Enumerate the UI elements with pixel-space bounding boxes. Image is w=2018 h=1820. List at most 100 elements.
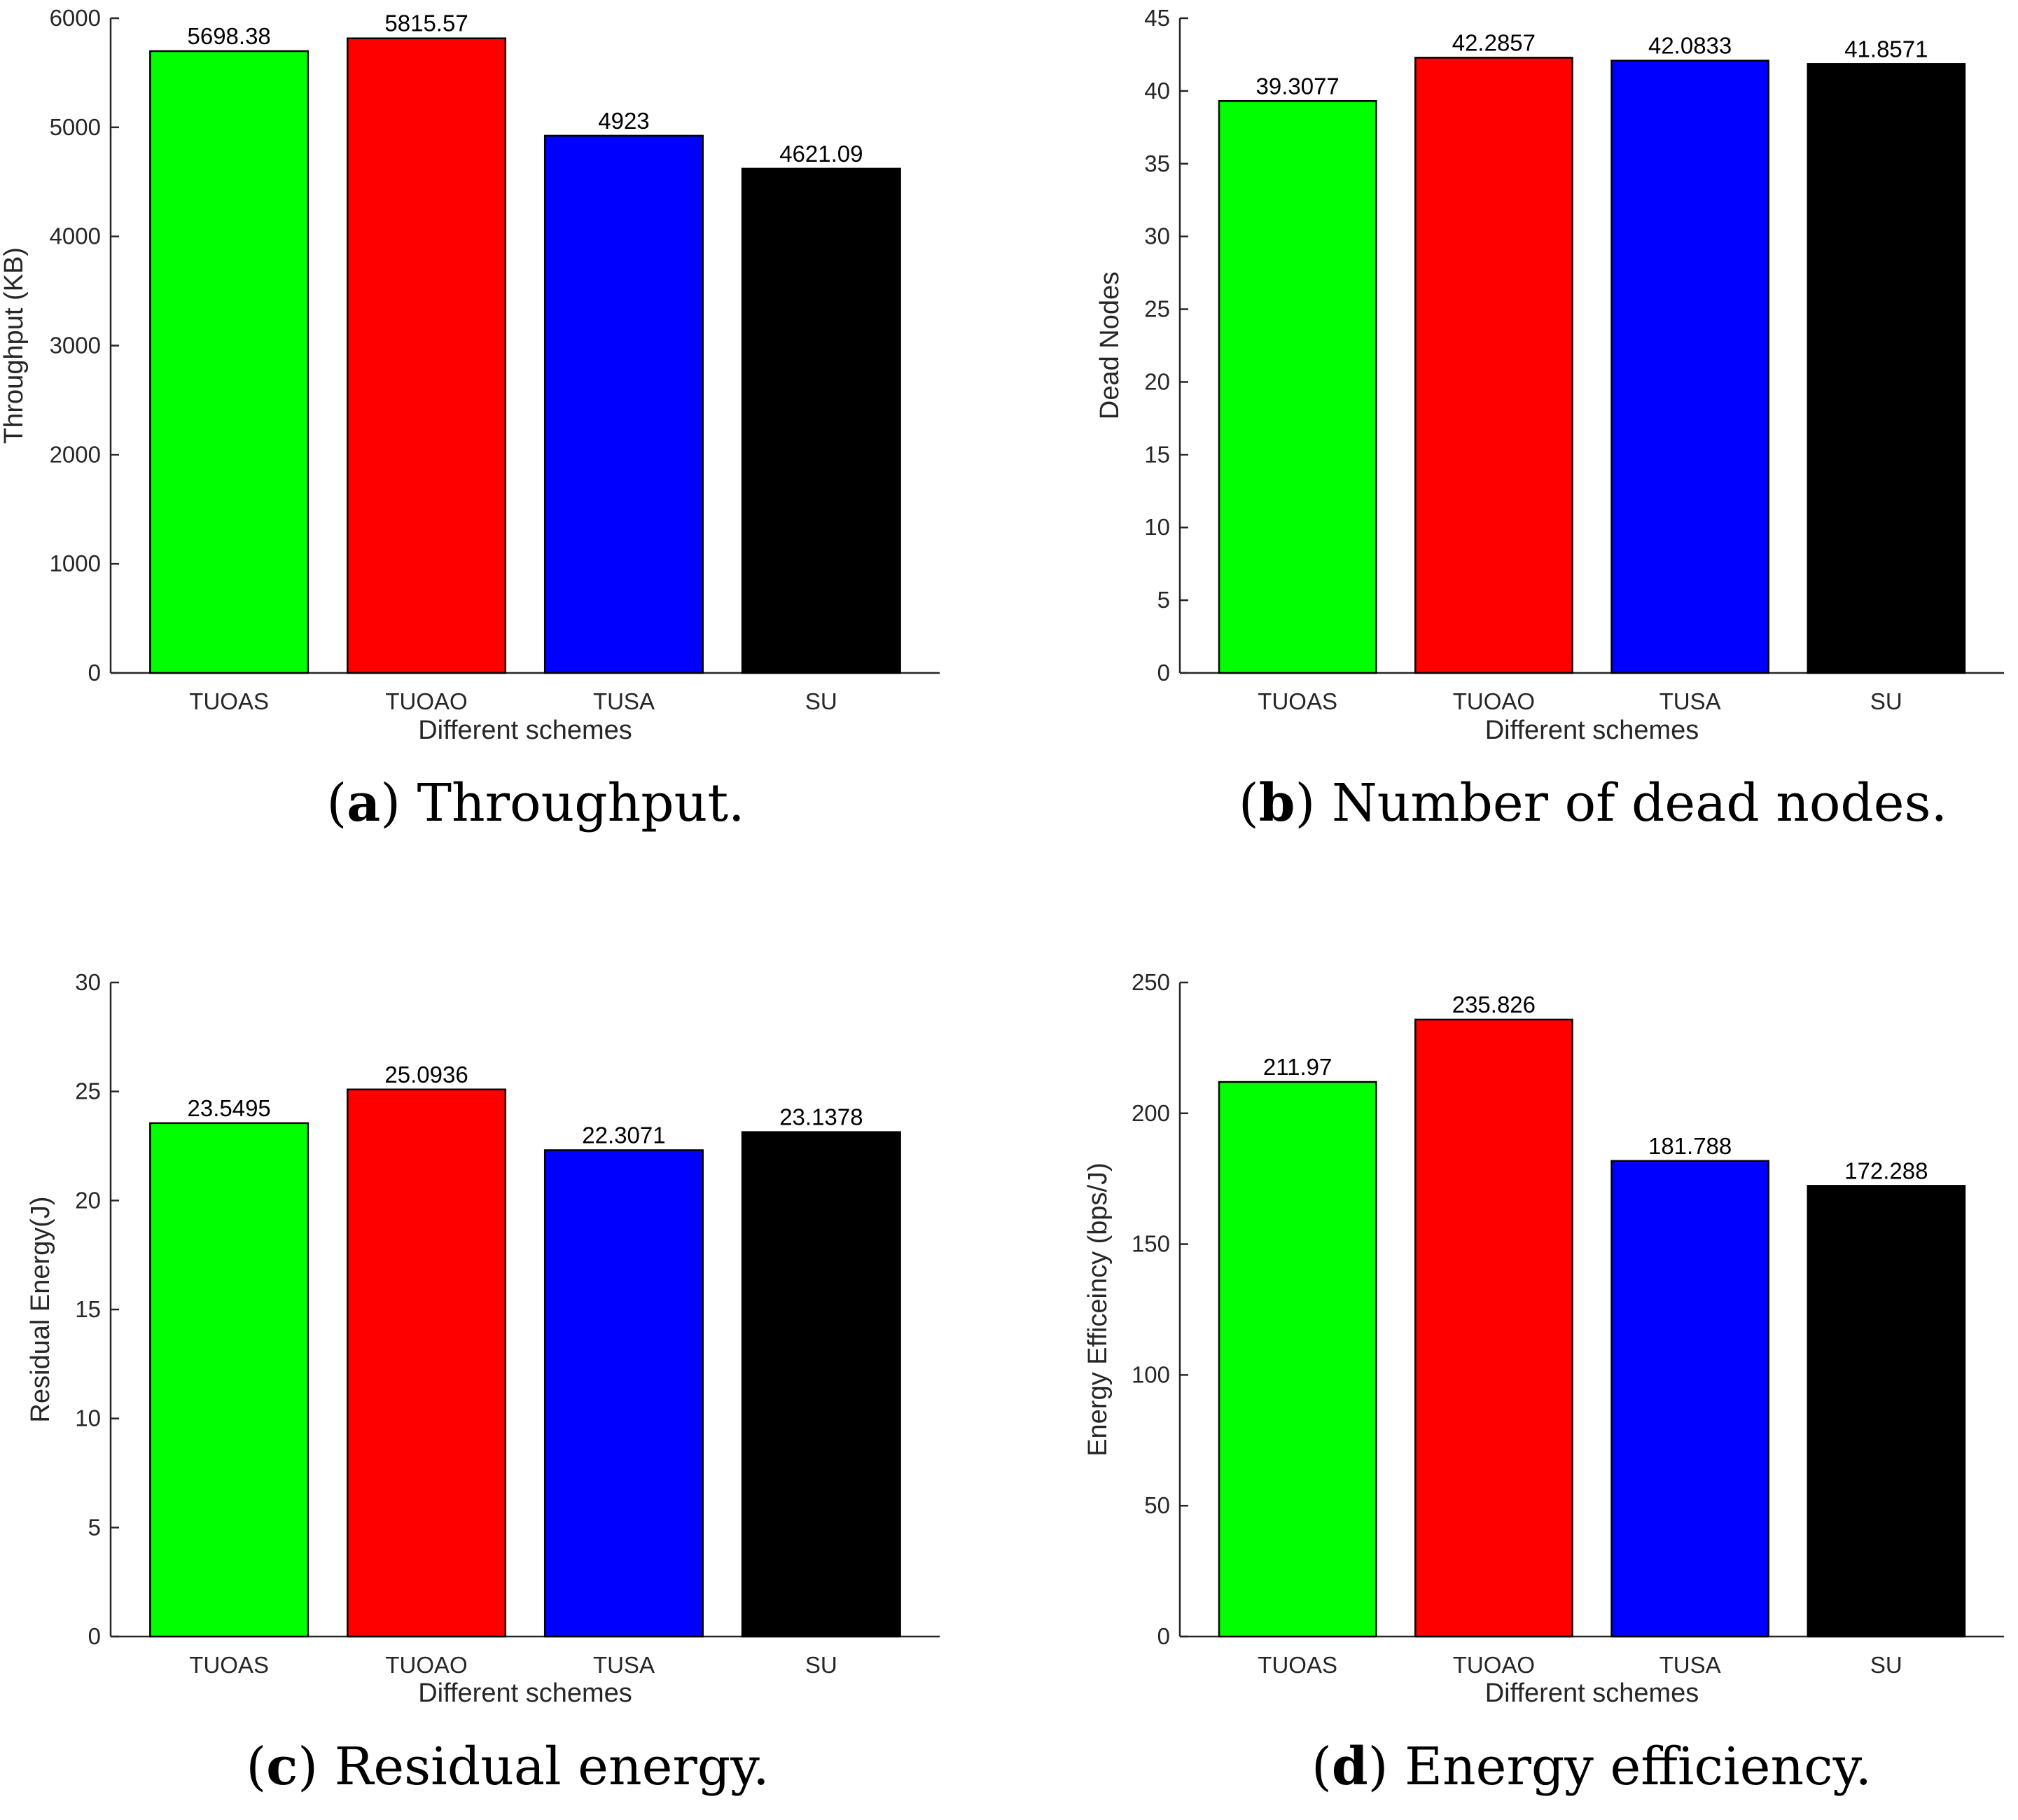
y-tick-label: 1000: [50, 550, 101, 576]
data-label-tuoao: 42.2857: [1452, 29, 1536, 55]
data-label-tuoao: 235.826: [1452, 992, 1536, 1017]
y-axis-label: Energy Efficeincy (bps/J): [1083, 1162, 1113, 1457]
y-tick-label: 10: [1144, 514, 1170, 540]
y-tick-label: 100: [1132, 1361, 1170, 1387]
bar-tusa: [543, 1149, 704, 1638]
y-tick-label: 10: [75, 1405, 101, 1431]
x-tick-label-tuoas: TUOAS: [189, 688, 269, 714]
x-tick-label-tuoao: TUOAO: [1453, 688, 1535, 714]
y-tick-label: 25: [75, 1078, 101, 1104]
y-tick-label: 5000: [50, 114, 101, 140]
y-tick-label: 35: [1144, 151, 1170, 176]
panel-caption: (b) Number of dead nodes.: [1239, 773, 1947, 833]
data-label-tusa: 181.788: [1648, 1133, 1732, 1159]
chart-panel-b: 0 5 10 15 20 25 30 35 40 45 39.3077 TUOAS 42.2857 TUO…: [1095, 5, 2004, 833]
y-tick-label: 2000: [50, 441, 101, 467]
x-tick-label-tuoao: TUOAO: [385, 688, 467, 714]
bar-tuoas: [1218, 100, 1377, 674]
y-tick-label: 4000: [50, 223, 101, 249]
data-label-tuoao: 5815.57: [384, 11, 468, 36]
x-tick-label-tusa: TUSA: [1659, 688, 1721, 714]
y-tick-label: 40: [1144, 78, 1170, 104]
x-axis-label: Different schemes: [1485, 716, 1699, 745]
caption-text: Number of dead nodes.: [1332, 773, 1947, 833]
y-tick-label: 6000: [50, 5, 101, 31]
y-tick-label: 0: [1157, 660, 1170, 686]
x-axis-label: Different schemes: [418, 716, 632, 745]
y-tick-label: 200: [1132, 1100, 1170, 1126]
y-axis-label: Residual Energy(J): [26, 1196, 55, 1422]
y-tick-label: 0: [88, 660, 101, 686]
bar-tuoao: [347, 1088, 507, 1638]
y-tick-label: 3000: [50, 333, 101, 359]
y-axis-label: Throughput (KB): [0, 247, 29, 444]
bar-tuoas: [149, 50, 309, 674]
data-label-tuoao: 25.0936: [384, 1062, 468, 1088]
bar-tuoas: [1218, 1081, 1377, 1638]
bar-tuoao: [1414, 57, 1573, 674]
caption-text: Throughput.: [417, 773, 745, 833]
x-tick-label-tuoao: TUOAO: [1453, 1652, 1535, 1678]
x-tick-label-su: SU: [805, 1652, 837, 1678]
data-label-su: 172.288: [1844, 1158, 1928, 1183]
x-tick-label-su: SU: [805, 688, 837, 714]
chart-panel-d: 0 50 100 150 200 250 211.97 TUOAS 235.826 TUOAO 18…: [1083, 969, 2004, 1797]
caption-text: Energy efficiency.: [1405, 1737, 1872, 1797]
data-label-su: 23.1378: [779, 1104, 863, 1130]
bar-tuoas: [149, 1122, 309, 1638]
caption-letter: d: [1332, 1737, 1368, 1797]
y-tick-label: 150: [1132, 1231, 1170, 1257]
bar-tusa: [543, 134, 704, 674]
chart-panel-a: 0 1000 2000 3000 4000 5000 6000 5698.38 TUOAS 581…: [0, 5, 940, 833]
y-tick-label: 25: [1144, 296, 1170, 322]
y-tick-label: 5: [1157, 587, 1170, 613]
data-label-tusa: 42.0833: [1648, 33, 1732, 59]
bar-tuoao: [1414, 1018, 1573, 1638]
caption-letter: b: [1259, 773, 1295, 833]
y-tick-label: 20: [1144, 368, 1170, 394]
y-tick-label: 0: [88, 1623, 101, 1649]
y-tick-label: 50: [1144, 1492, 1170, 1518]
y-axis-label: Dead Nodes: [1095, 272, 1125, 419]
x-tick-label-tusa: TUSA: [593, 688, 655, 714]
data-label-tusa: 22.3071: [582, 1123, 665, 1148]
x-tick-label-tusa: TUSA: [593, 1652, 655, 1678]
caption-text: Residual energy.: [335, 1737, 770, 1797]
y-tick-label: 30: [1144, 223, 1170, 249]
x-tick-label-su: SU: [1870, 688, 1902, 714]
x-tick-label-tuoao: TUOAO: [385, 1652, 467, 1678]
y-tick-label: 0: [1157, 1623, 1170, 1649]
caption-letter: c: [266, 1737, 298, 1797]
chart-panel-c: 0 5 10 15 20 25 30 23.5495 TUOAS 25.0936 TUOAO 22.3…: [26, 969, 940, 1797]
bar-su: [1807, 1185, 1966, 1638]
y-tick-label: 45: [1144, 5, 1170, 31]
data-label-tuoas: 211.97: [1263, 1054, 1332, 1080]
x-tick-label-tuoas: TUOAS: [1258, 1652, 1337, 1678]
data-label-tuoas: 23.5495: [187, 1095, 270, 1121]
bar-su: [1807, 63, 1966, 674]
data-label-tuoas: 5698.38: [187, 23, 270, 49]
y-tick-label: 15: [1144, 441, 1170, 467]
bar-su: [741, 1131, 901, 1638]
data-label-tuoas: 39.3077: [1255, 73, 1339, 99]
panel-caption: (a) Throughput.: [326, 773, 744, 833]
y-tick-label: 20: [75, 1187, 101, 1213]
caption-letter: a: [347, 773, 380, 833]
data-label-su: 41.8571: [1844, 36, 1928, 62]
data-label-tusa: 4923: [598, 108, 649, 134]
panel-caption: (d) Energy efficiency.: [1311, 1737, 1872, 1797]
panel-caption: (c) Residual energy.: [246, 1737, 769, 1797]
x-tick-label-tuoas: TUOAS: [189, 1652, 269, 1678]
bar-tusa: [1610, 60, 1769, 674]
x-tick-label-tusa: TUSA: [1659, 1652, 1721, 1678]
x-axis-label: Different schemes: [1485, 1679, 1699, 1708]
bar-tuoao: [347, 37, 507, 674]
bar-su: [741, 167, 901, 674]
y-tick-label: 15: [75, 1296, 101, 1322]
bar-tusa: [1610, 1160, 1769, 1638]
y-tick-label: 5: [88, 1514, 101, 1540]
y-tick-label: 30: [75, 969, 101, 995]
x-tick-label-su: SU: [1870, 1652, 1902, 1678]
x-axis-label: Different schemes: [418, 1679, 632, 1708]
